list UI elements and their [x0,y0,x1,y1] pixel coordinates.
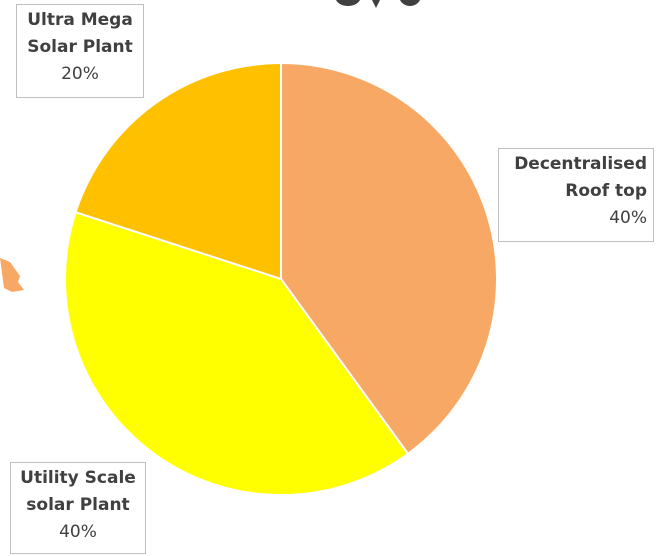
data-label-utility-scale: Utility Scale solar Plant 40% [10,462,146,554]
data-label-ultra-line2: Solar Plant [27,37,133,57]
data-label-decentralised: Decentralised Roof top 40% [498,148,654,242]
pie-slice-ultra-mega [74,61,282,281]
data-label-ultra-mega: Ultra Mega Solar Plant 20% [16,4,144,98]
data-label-utility-pct: 40% [59,522,97,542]
data-label-utility-line1: Utility Scale [20,468,136,488]
data-label-ultra-pct: 20% [61,64,99,84]
data-label-decent-line1: Decentralised [514,154,647,174]
data-label-utility-line2: solar Plant [26,495,130,515]
pie-slices [64,61,498,496]
data-label-decent-line2: Roof top [565,181,647,201]
title-fragment [336,0,420,8]
data-label-decent-pct: 40% [609,208,647,228]
data-label-ultra-line1: Ultra Mega [27,10,133,30]
arrow-decoration [0,258,24,292]
pie-slice-decentralised [280,61,498,456]
pie-slice-utility-scale [64,210,410,496]
